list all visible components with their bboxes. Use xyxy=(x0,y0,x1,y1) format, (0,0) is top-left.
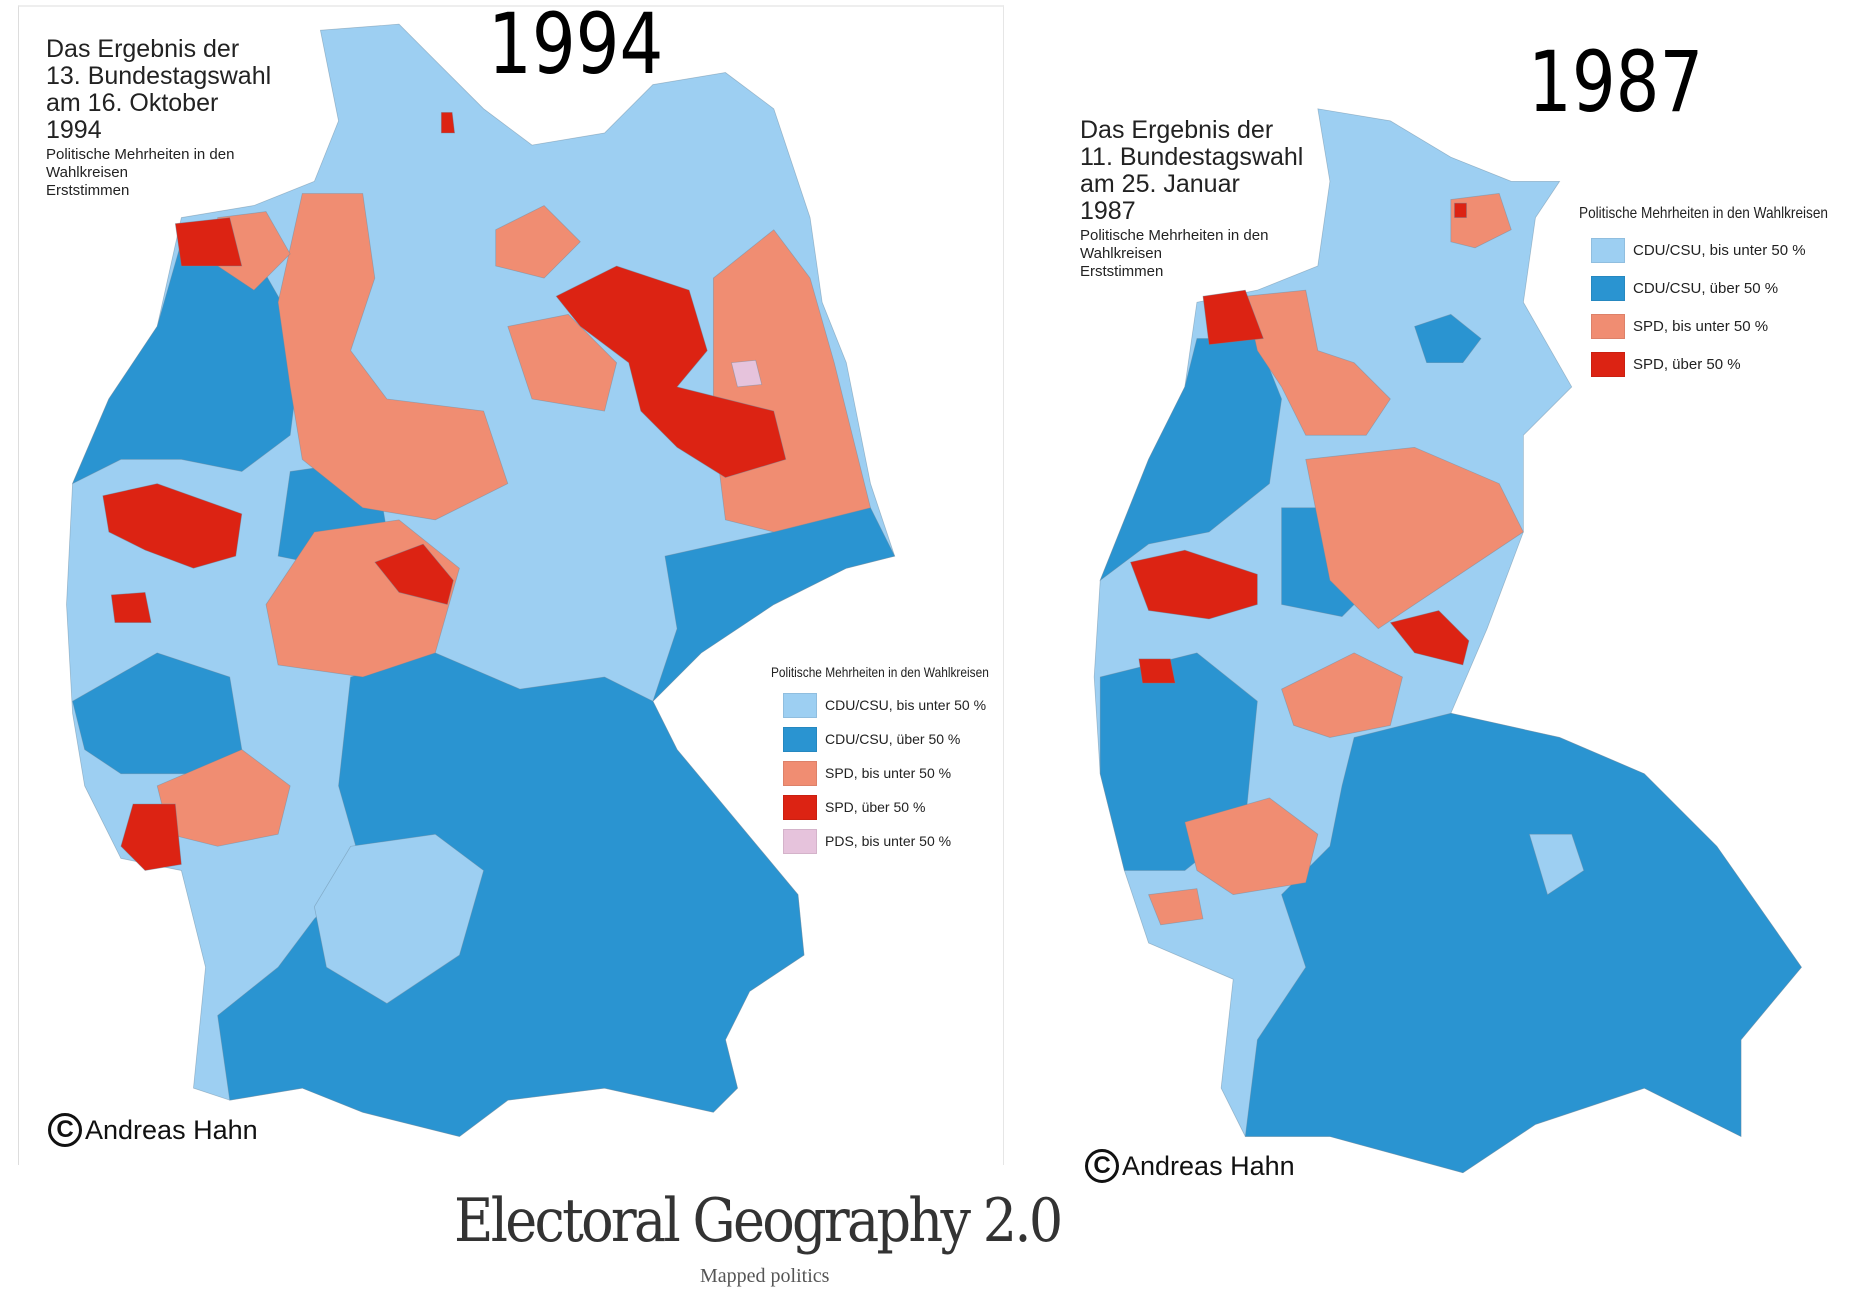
copyright-icon: C xyxy=(48,1113,82,1147)
legend-item: SPD, über 50 % xyxy=(771,790,1027,824)
legend-item: PDS, bis unter 50 % xyxy=(771,824,1027,858)
subtitle-line: Politische Mehrheiten in den xyxy=(1080,227,1269,244)
title-line: am 25. Januar xyxy=(1080,170,1240,198)
legend-swatch xyxy=(783,794,817,820)
region-cdu-over50-south xyxy=(1244,712,1802,1174)
year-label-1987: 1987 xyxy=(1528,33,1704,131)
subtitle-line: Erststimmen xyxy=(46,182,130,199)
legend-label: SPD, über 50 % xyxy=(1633,355,1741,373)
subtitle-line: Erststimmen xyxy=(1080,263,1164,280)
region-spd-over50-kiel xyxy=(440,112,456,134)
map-1994-title: Das Ergebnis der 13. Bundestagswahl am 1… xyxy=(46,36,271,200)
legend-label: CDU/CSU, bis unter 50 % xyxy=(1633,241,1806,259)
region-spd-over50-saar xyxy=(1138,658,1176,684)
region-spd-over50-flensburg xyxy=(1454,202,1467,218)
title-line: 13. Bundestagswahl xyxy=(46,62,272,90)
region-spd-under50-hesse xyxy=(1281,652,1403,738)
title-line: 11. Bundestagswahl xyxy=(1080,143,1304,171)
region-cdu-over50-west xyxy=(71,241,303,485)
region-spd-over50-aachen xyxy=(110,592,152,623)
site-subtitle: Mapped politics xyxy=(700,1265,830,1287)
legend-swatch xyxy=(1591,275,1625,301)
legend-label: SPD, bis unter 50 % xyxy=(1633,317,1769,335)
region-spd-under50-baden xyxy=(1148,888,1204,926)
subtitle-line: Politische Mehrheiten in den xyxy=(46,146,235,163)
region-cdu-under50-pocket xyxy=(313,833,485,1004)
region-spd-under50-north xyxy=(495,205,581,279)
title-line: 1994 xyxy=(46,116,102,144)
legend-item: SPD, bis unter 50 % xyxy=(1579,307,1872,345)
region-spd-under50-center xyxy=(1305,446,1524,630)
map-1987-copyright: C Andreas Hahn xyxy=(1085,1149,1295,1183)
legend-item: CDU/CSU, über 50 % xyxy=(1579,269,1872,307)
map-1994-legend: Politische Mehrheiten in den Wahlkreisen… xyxy=(771,664,1027,858)
copyright-author: Andreas Hahn xyxy=(85,1114,258,1145)
legend-swatch xyxy=(783,828,817,854)
title-line: Das Ergebnis der xyxy=(1080,116,1274,144)
site-title[interactable]: Electoral Geography 2.0 xyxy=(454,1186,1063,1256)
subtitle-line: Wahlkreisen xyxy=(46,164,128,181)
region-spd-over50-ruhr xyxy=(102,483,243,569)
map-1987-legend: Politische Mehrheiten in den Wahlkreisen… xyxy=(1579,205,1872,383)
legend-swatch xyxy=(783,692,817,718)
title-line: 1987 xyxy=(1080,197,1136,225)
region-spd-under50-lowersaxony xyxy=(1244,289,1391,436)
region-spd-under50-lowersaxony xyxy=(277,193,509,521)
title-line: Das Ergebnis der xyxy=(46,35,240,63)
copyright-author: Andreas Hahn xyxy=(1122,1150,1295,1181)
region-spd-over50-kassel xyxy=(374,543,454,605)
region-pds-under50-berlin xyxy=(731,359,763,388)
legend-swatch xyxy=(783,760,817,786)
map-1987-title: Das Ergebnis der 11. Bundestagswahl am 2… xyxy=(1080,117,1303,281)
legend-label: SPD, bis unter 50 % xyxy=(825,765,952,781)
region-spd-over50-saar xyxy=(120,803,182,871)
legend-label: CDU/CSU, bis unter 50 % xyxy=(825,697,987,713)
legend-heading: Politische Mehrheiten in den Wahlkreisen xyxy=(1579,205,1828,222)
region-spd-over50-berlin xyxy=(555,265,787,478)
region-spd-over50-emden xyxy=(174,217,243,267)
year-label-1994: 1994 xyxy=(488,0,664,93)
map-1987 xyxy=(1093,108,1802,1174)
region-spd-over50-emden xyxy=(1202,289,1264,345)
legend-item: CDU/CSU, bis unter 50 % xyxy=(771,688,1027,722)
map-1994-copyright: C Andreas Hahn xyxy=(48,1113,258,1147)
legend-item: CDU/CSU, über 50 % xyxy=(771,722,1027,756)
region-spd-under50-palatinate xyxy=(1184,797,1319,896)
subtitle-line: Wahlkreisen xyxy=(1080,245,1162,262)
legend-label: PDS, bis unter 50 % xyxy=(825,833,952,849)
map-1994-frame xyxy=(18,5,1004,1165)
legend-swatch xyxy=(783,726,817,752)
region-cdu-under50-munich xyxy=(1528,833,1585,896)
legend-item: SPD, über 50 % xyxy=(1579,345,1872,383)
legend-label: CDU/CSU, über 50 % xyxy=(1633,279,1779,297)
legend-item: CDU/CSU, bis unter 50 % xyxy=(1579,231,1872,269)
region-cdu-over50-pocket xyxy=(1414,313,1482,364)
region-spd-under50-center xyxy=(507,313,618,412)
region-spd-over50-ruhr xyxy=(1129,549,1258,620)
legend-item: SPD, bis unter 50 % xyxy=(771,756,1027,790)
title-line: am 16. Oktober xyxy=(46,89,219,117)
legend-swatch xyxy=(1591,351,1625,377)
region-spd-over50-kassel xyxy=(1389,610,1470,666)
legend-label: SPD, über 50 % xyxy=(825,799,926,815)
map-1994 xyxy=(66,23,896,1137)
copyright-icon: C xyxy=(1085,1149,1119,1183)
legend-heading: Politische Mehrheiten in den Wahlkreisen xyxy=(771,664,989,680)
legend-label: CDU/CSU, über 50 % xyxy=(825,731,961,747)
legend-swatch xyxy=(1591,237,1625,263)
legend-swatch xyxy=(1591,313,1625,339)
